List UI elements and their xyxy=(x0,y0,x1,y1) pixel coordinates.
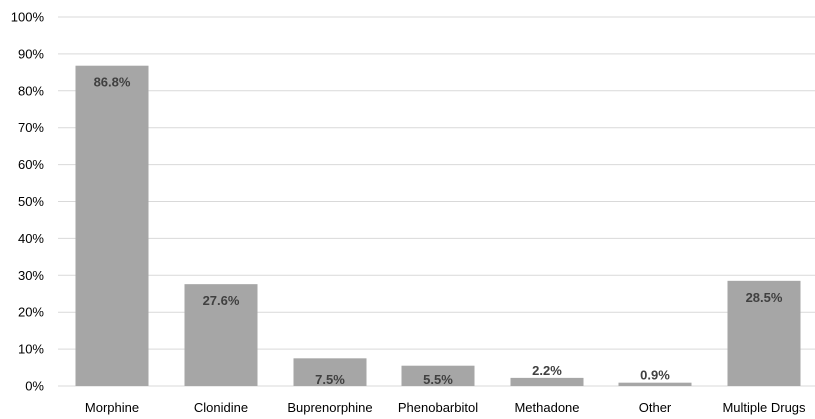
data-labels: 86.8% 27.6% 7.5% 5.5% 2.2% 0.9% 28.5% xyxy=(94,75,783,387)
data-label: 28.5% xyxy=(746,290,783,305)
bar xyxy=(184,284,258,386)
x-category-label: Other xyxy=(639,400,672,415)
y-tick-label: 30% xyxy=(18,268,44,283)
data-label: 0.9% xyxy=(640,368,670,383)
bar xyxy=(293,358,367,386)
data-label: 7.5% xyxy=(315,372,345,387)
bar xyxy=(510,377,584,386)
data-label: 86.8% xyxy=(94,75,131,90)
x-axis-category-labels: Morphine Clonidine Buprenorphine Phenobarbi… xyxy=(85,400,806,415)
y-tick-label: 20% xyxy=(18,305,44,320)
x-category-label: Clonidine xyxy=(194,400,248,415)
y-tick-label: 90% xyxy=(18,46,44,61)
y-tick-label: 0% xyxy=(25,379,44,394)
y-tick-label: 70% xyxy=(18,120,44,135)
bar xyxy=(618,382,692,386)
y-tick-label: 40% xyxy=(18,231,44,246)
data-label: 2.2% xyxy=(532,363,562,378)
bar xyxy=(75,65,149,386)
y-tick-label: 80% xyxy=(18,83,44,98)
y-tick-label: 100% xyxy=(11,10,45,25)
data-label: 5.5% xyxy=(423,372,453,387)
y-tick-label: 60% xyxy=(18,157,44,172)
bar xyxy=(401,365,475,386)
y-tick-label: 10% xyxy=(18,342,44,357)
x-category-label: Multiple Drugs xyxy=(722,400,806,415)
bars xyxy=(75,65,801,386)
gridlines xyxy=(58,16,815,387)
data-label: 27.6% xyxy=(203,293,240,308)
y-axis-tick-labels: 0% 10% 20% 30% 40% 50% 60% 70% 80% 90% 100% xyxy=(11,10,45,394)
bar xyxy=(727,280,801,386)
x-category-label: Methadone xyxy=(514,400,579,415)
y-tick-label: 50% xyxy=(18,194,44,209)
x-category-label: Buprenorphine xyxy=(287,400,372,415)
x-category-label: Morphine xyxy=(85,400,139,415)
x-category-label: Phenobarbitol xyxy=(398,400,478,415)
